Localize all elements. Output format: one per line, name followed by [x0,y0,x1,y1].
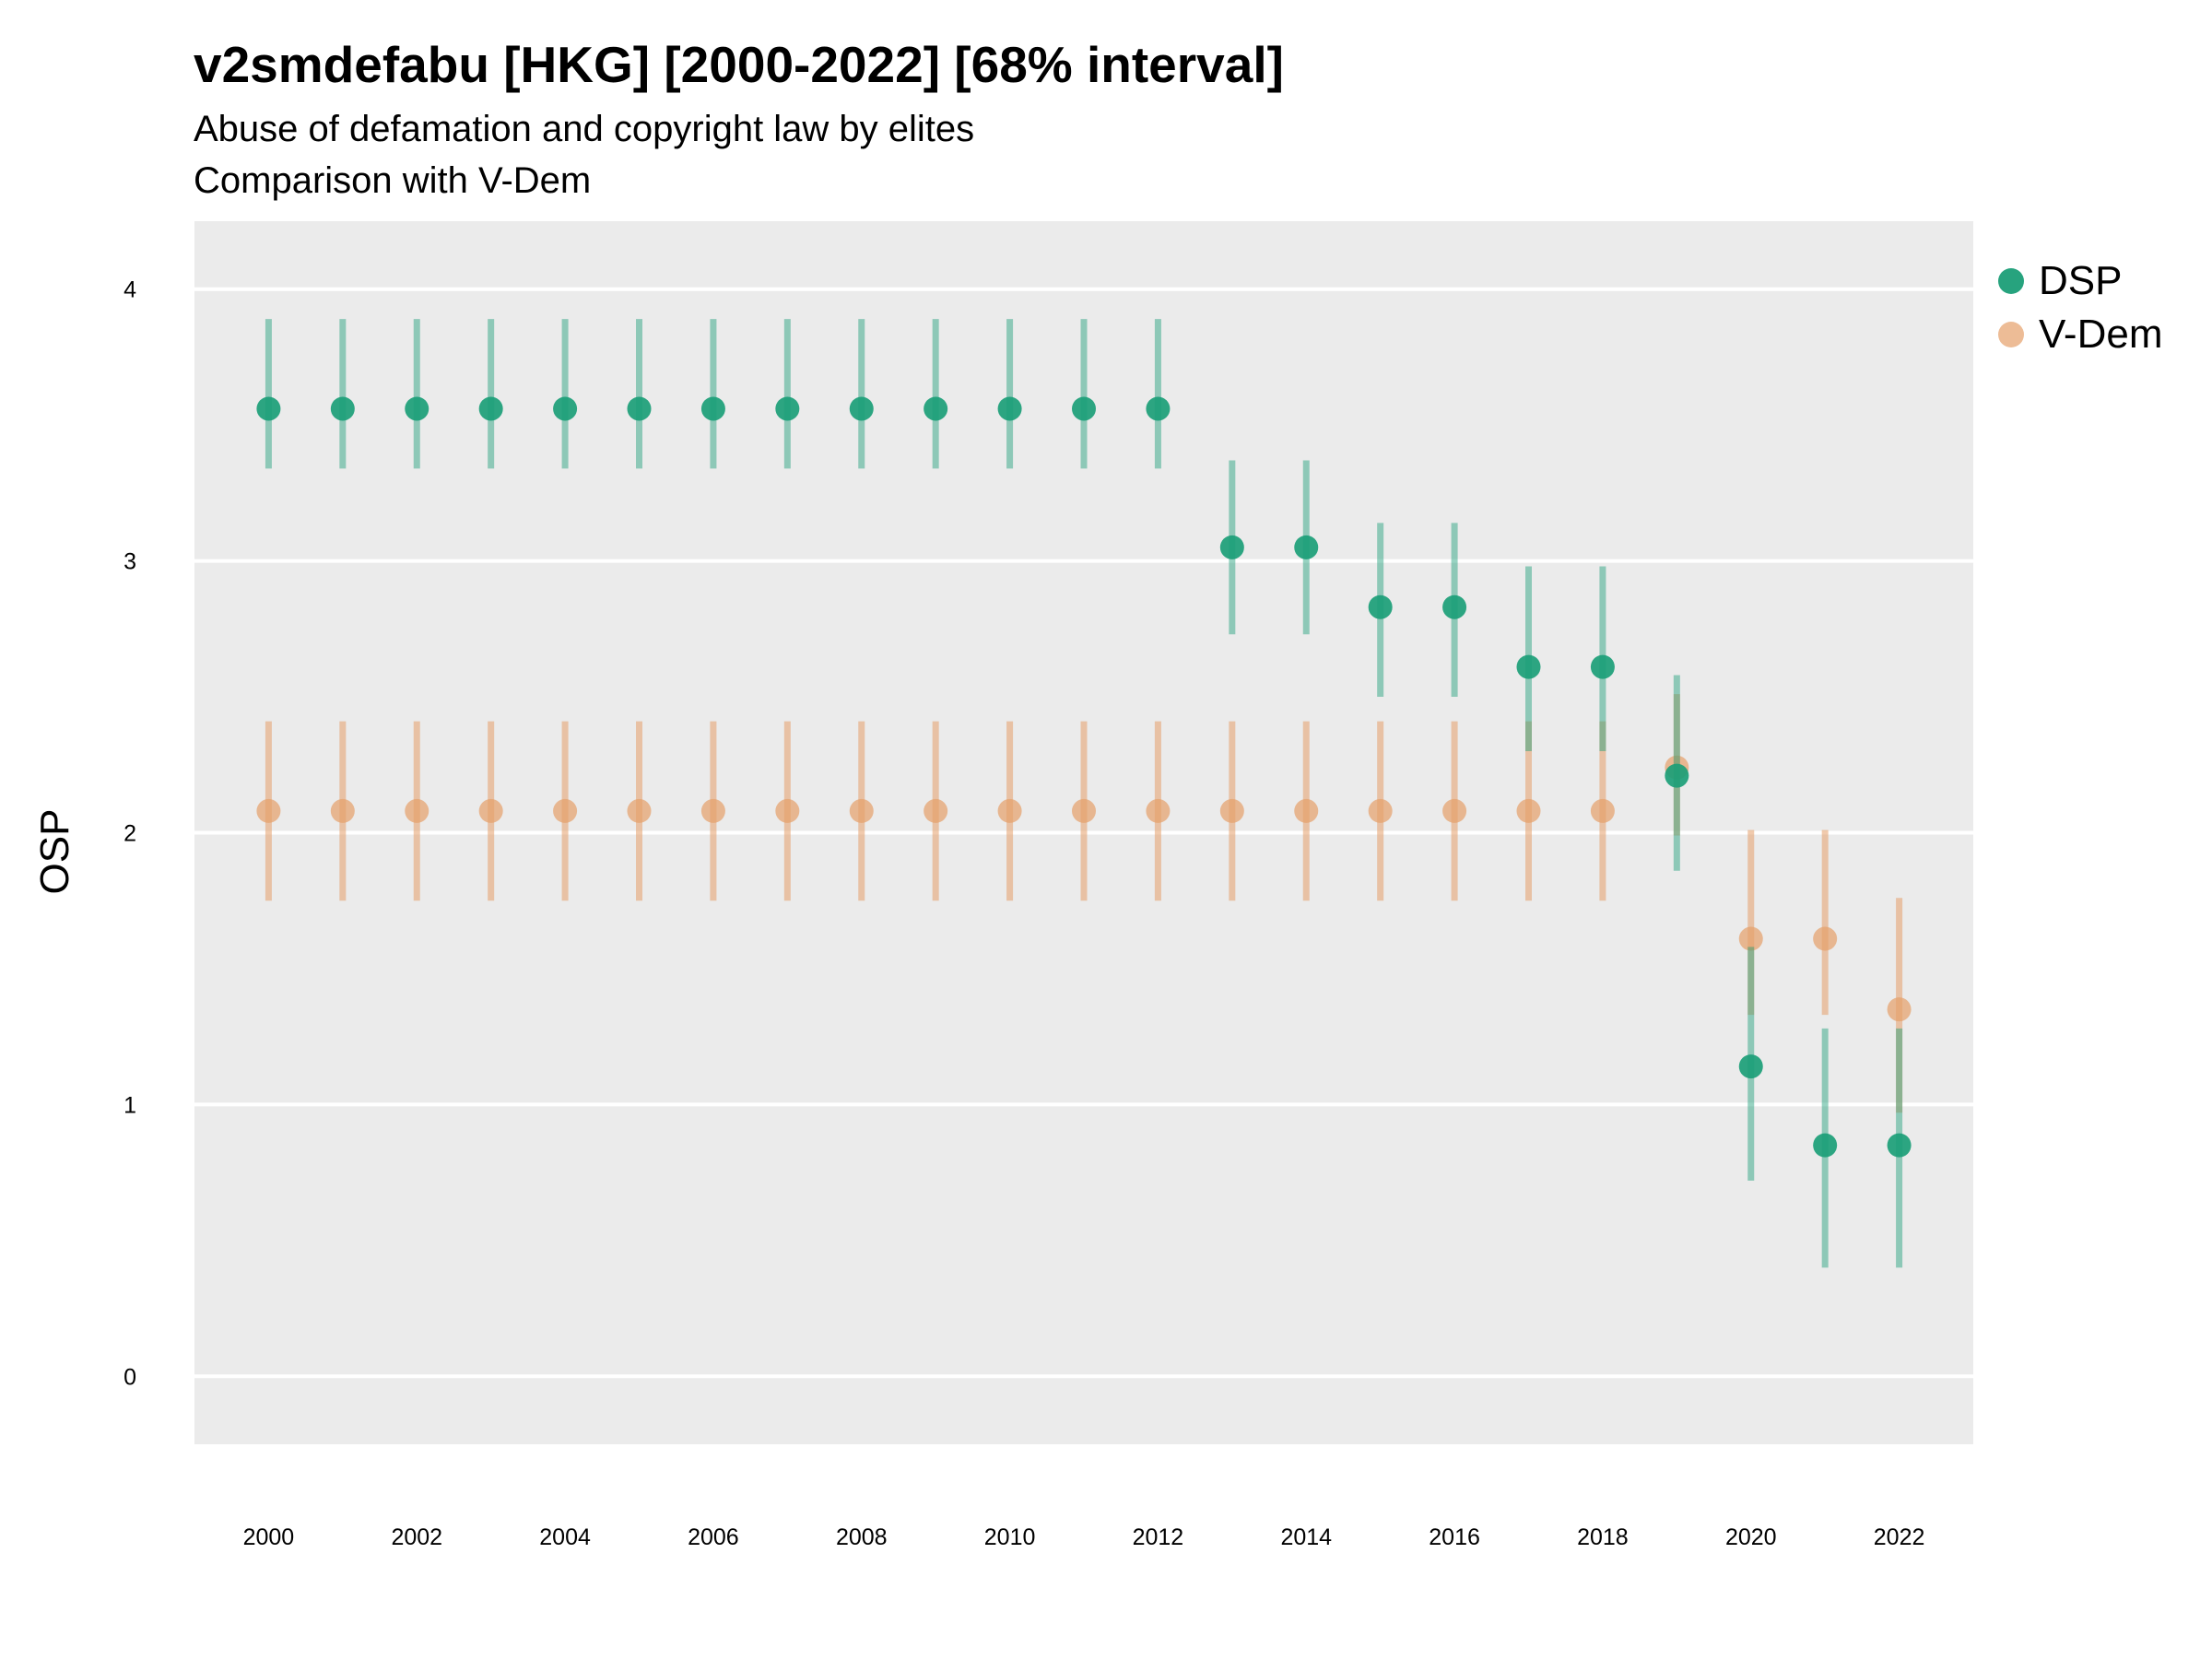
x-tick-label-2022: 2022 [1874,1524,1925,1550]
point-dsp-2014 [1294,535,1319,559]
legend-item-v-dem: V-Dem [1998,308,2162,361]
point-dsp-2000 [256,396,281,421]
series-v-dem [256,694,1912,1113]
legend-label-v-dem: V-Dem [2039,312,2163,357]
x-tick-label-2000: 2000 [243,1524,295,1550]
point-dsp-2009 [924,396,948,421]
y-tick-label-1: 1 [124,1092,136,1118]
point-dsp-2010 [997,396,1022,421]
x-tick-label-2012: 2012 [1133,1524,1184,1550]
y-tick-label-0: 0 [124,1364,136,1390]
point-dsp-2012 [1146,396,1171,421]
x-tick-label-2016: 2016 [1429,1524,1480,1550]
point-dsp-2003 [478,396,503,421]
y-tick-labels: 0 1 2 3 4 [124,277,136,1391]
point-v-dem-2012 [1146,798,1171,823]
x-tick-labels: 2000 2002 2004 2006 2008 2010 2012 2014 2016 2018… [243,1524,1925,1550]
point-v-dem-2007 [775,798,800,823]
point-v-dem-2022 [1887,997,1912,1022]
x-tick-label-2008: 2008 [836,1524,888,1550]
point-v-dem-2021 [1813,926,1838,951]
point-dsp-2008 [849,396,874,421]
point-v-dem-2015 [1368,798,1393,823]
point-v-dem-2004 [553,798,578,823]
point-v-dem-2005 [627,798,652,823]
point-dsp-2005 [627,396,652,421]
point-dsp-2019 [1665,763,1689,788]
legend: DSP V-Dem [1998,254,2162,361]
point-dsp-2001 [330,396,355,421]
point-dsp-2013 [1219,535,1244,559]
x-tick-label-2002: 2002 [391,1524,442,1550]
point-dsp-2002 [405,396,429,421]
legend-item-dsp: DSP [1998,254,2162,308]
point-dsp-2021 [1813,1133,1838,1158]
point-v-dem-2000 [256,798,281,823]
point-dsp-2006 [700,396,725,421]
x-tick-label-2020: 2020 [1725,1524,1777,1550]
point-dsp-2011 [1072,396,1096,421]
point-v-dem-2001 [330,798,355,823]
point-v-dem-2014 [1294,798,1319,823]
point-v-dem-2010 [997,798,1022,823]
point-dsp-2018 [1590,654,1615,679]
chart-title: v2smdefabu [HKG] [2000-2022] [68% interv… [194,36,1284,93]
point-v-dem-2013 [1219,798,1244,823]
y-tick-label-4: 4 [124,277,136,303]
point-dsp-2015 [1368,594,1393,619]
point-dsp-2007 [775,396,800,421]
point-v-dem-2006 [700,798,725,823]
point-v-dem-2002 [405,798,429,823]
point-dsp-2016 [1442,594,1467,619]
point-v-dem-2016 [1442,798,1467,823]
point-v-dem-2009 [924,798,948,823]
x-tick-label-2004: 2004 [539,1524,591,1550]
x-tick-label-2018: 2018 [1577,1524,1629,1550]
point-dsp-2022 [1887,1133,1912,1158]
legend-label-dsp: DSP [2039,258,2123,303]
chart-subtitle-line-2: Comparison with V-Dem [194,160,592,201]
chart-subtitle-line-1: Abuse of defamation and copyright law by… [194,109,975,149]
point-v-dem-2008 [849,798,874,823]
point-dsp-2017 [1516,654,1541,679]
point-dsp-2020 [1738,1054,1763,1079]
x-tick-label-2006: 2006 [688,1524,739,1550]
series-dsp [256,319,1912,1268]
point-v-dem-2003 [478,798,503,823]
y-tick-label-2: 2 [124,821,136,847]
x-tick-label-2010: 2010 [984,1524,1036,1550]
point-v-dem-2018 [1590,798,1615,823]
x-tick-label-2014: 2014 [1280,1524,1332,1550]
legend-key-v-dem [1998,322,2024,347]
point-v-dem-2020 [1738,926,1763,951]
point-v-dem-2017 [1516,798,1541,823]
legend-key-dsp [1998,268,2024,294]
point-dsp-2004 [553,396,578,421]
point-v-dem-2011 [1072,798,1096,823]
y-tick-label-3: 3 [124,549,136,575]
